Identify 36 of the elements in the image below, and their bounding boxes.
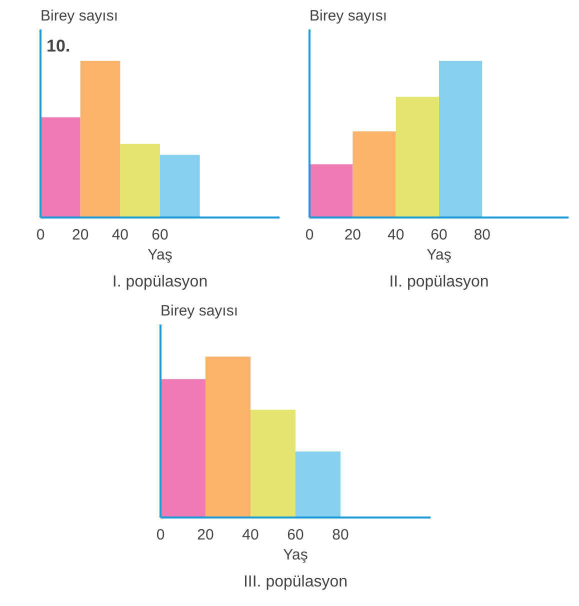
bar	[250, 410, 296, 518]
bar	[352, 131, 396, 218]
bar	[40, 117, 80, 218]
x-tick-label: 40	[242, 526, 259, 544]
bar	[396, 96, 439, 218]
x-tick-label: 40	[112, 226, 129, 244]
x-tick-label: 20	[197, 526, 214, 544]
x-tick-label: 60	[430, 226, 448, 244]
text: II. popülasyon	[389, 274, 489, 290]
bar	[160, 154, 200, 218]
bar	[160, 379, 206, 518]
text: I. popülasyon	[112, 274, 208, 290]
bar	[206, 356, 250, 518]
x-tick-label: 80	[474, 226, 491, 244]
x-tick-label: 60	[152, 226, 168, 244]
bar	[296, 452, 340, 518]
x-axis-title: Yaş	[148, 246, 172, 264]
bar	[120, 144, 160, 218]
x-tick-label: 20	[72, 226, 89, 244]
x-tick-label: 20	[344, 226, 362, 244]
bar	[439, 60, 482, 218]
bar	[80, 60, 120, 218]
x-tick-label: 40	[387, 226, 404, 244]
y-axis-title: Birey sayısı	[40, 8, 118, 24]
x-tick-label: 0	[305, 226, 314, 244]
x-tick-label: 0	[36, 226, 45, 244]
text: III. popülasyon	[243, 574, 348, 590]
x-axis-title: Yaş	[426, 246, 452, 264]
y-axis-title: Birey sayısı	[310, 8, 388, 24]
x-axis-title: Yaş	[283, 546, 308, 564]
x-tick-label: 0	[156, 526, 165, 544]
bar	[310, 164, 353, 218]
x-tick-label: 60	[287, 526, 304, 544]
text: 10.	[46, 36, 70, 56]
y-axis-title: Birey sayısı	[160, 302, 238, 320]
x-tick-label: 80	[332, 526, 349, 544]
